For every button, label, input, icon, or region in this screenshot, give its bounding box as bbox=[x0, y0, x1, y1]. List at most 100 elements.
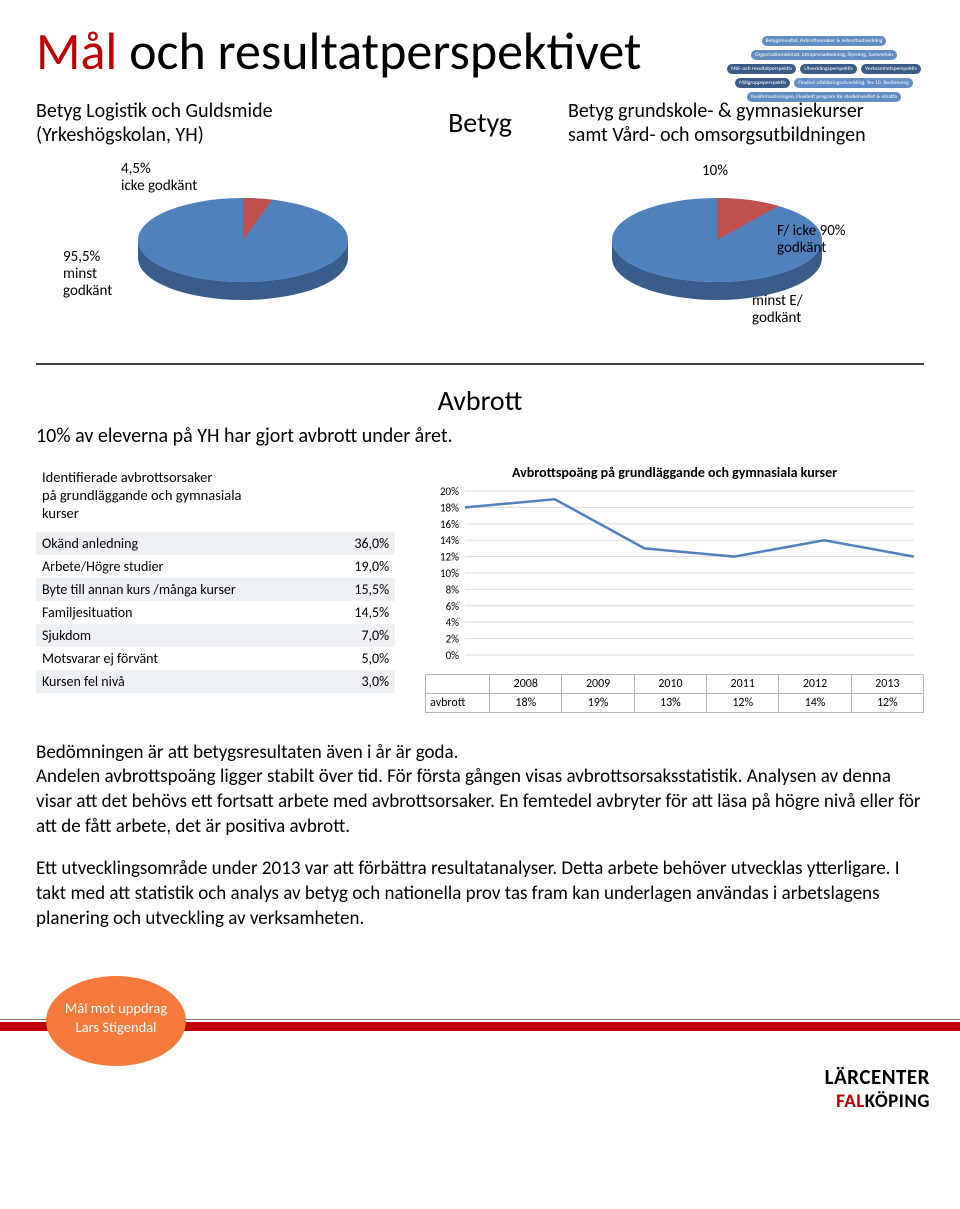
thumb-chip: Mål- och resultatperspektiv bbox=[727, 64, 796, 74]
svg-text:16%: 16% bbox=[440, 517, 459, 530]
cause-pct: 19,0% bbox=[325, 555, 395, 578]
table-row: Kursen fel nivå3,0% bbox=[36, 670, 395, 693]
betyg-right-line2: samt Vård- och omsorgsutbildningen bbox=[568, 123, 924, 147]
pie1-slice-label: 4,5% icke godkänt bbox=[121, 161, 197, 196]
chart-table-value: 18% bbox=[490, 693, 562, 712]
betyg-left-caption: Betyg Logistik och Guldsmide (Yrkeshögsk… bbox=[36, 99, 392, 147]
svg-text:10%: 10% bbox=[440, 567, 459, 580]
cause-pct: 36,0% bbox=[325, 532, 395, 555]
chart-table-value: 14% bbox=[779, 693, 851, 712]
table-row: Arbete/Högre studier19,0% bbox=[36, 555, 395, 578]
logo-block: LÄRCENTER FALKÖPING bbox=[825, 1064, 930, 1113]
table-row: Motsvarar ej förvänt5,0% bbox=[36, 647, 395, 670]
badge-text: Mål mot uppdrag Lars Stigendal bbox=[46, 999, 186, 1035]
chart-table-year: 2013 bbox=[851, 674, 923, 693]
avbrott-two-col: Identifierade avbrottsorsaker på grundlä… bbox=[36, 464, 924, 713]
paragraph-1: Bedömningen är att betygsresultaten även… bbox=[36, 741, 924, 840]
cause-label: Arbete/Högre studier bbox=[36, 555, 325, 578]
chart-table-value: 13% bbox=[634, 693, 706, 712]
logo-falkoping: FALKÖPING bbox=[825, 1090, 930, 1113]
logo-larcenter: LÄRCENTER bbox=[825, 1064, 930, 1090]
logo-black-part: KÖPING bbox=[865, 1090, 930, 1113]
badge-line2: Lars Stigendal bbox=[76, 1018, 157, 1036]
svg-text:14%: 14% bbox=[440, 534, 459, 547]
chart-table-corner bbox=[426, 674, 490, 693]
pie2-main-text2: godkänt bbox=[777, 239, 826, 257]
linechart-side: Avbrottspoäng på grundläggande och gymna… bbox=[425, 464, 924, 713]
pie1-main-label: 95,5% minst godkänt bbox=[63, 249, 112, 301]
chart-table-year: 2010 bbox=[634, 674, 706, 693]
cause-label: Motsvarar ej förvänt bbox=[36, 647, 325, 670]
causes-caption: Identifierade avbrottsorsaker på grundlä… bbox=[36, 464, 395, 526]
chart-table-value: 12% bbox=[707, 693, 779, 712]
pie1-main-text2: godkänt bbox=[63, 282, 112, 300]
linechart-title: Avbrottspoäng på grundläggande och gymna… bbox=[425, 464, 924, 481]
logo-red-part: FAL bbox=[836, 1090, 865, 1113]
svg-text:4%: 4% bbox=[446, 616, 460, 629]
causes-cap-l1: Identifierade avbrottsorsaker bbox=[42, 468, 212, 486]
table-row: Okänd anledning36,0% bbox=[36, 532, 395, 555]
cause-label: Kursen fel nivå bbox=[36, 670, 325, 693]
causes-cap-l3: kurser bbox=[42, 504, 79, 522]
cause-pct: 15,5% bbox=[325, 578, 395, 601]
pie2-slice-label: 10% bbox=[702, 163, 728, 180]
svg-text:8%: 8% bbox=[446, 583, 460, 596]
paragraph-2: Ett utvecklingsområde under 2013 var att… bbox=[36, 857, 924, 931]
pie2-main-label: F/ icke 90% godkänt bbox=[777, 223, 846, 258]
svg-text:2%: 2% bbox=[446, 632, 460, 645]
pie2-bottom-l1: minst E/ bbox=[752, 292, 803, 310]
svg-text:12%: 12% bbox=[440, 550, 459, 563]
chart-table-row-label: avbrott bbox=[426, 693, 490, 712]
svg-text:0%: 0% bbox=[446, 649, 460, 662]
header-row: Mål och resultatperspektivet Betygsresul… bbox=[36, 24, 924, 79]
cause-pct: 7,0% bbox=[325, 624, 395, 647]
svg-text:18%: 18% bbox=[440, 501, 459, 514]
cause-label: Okänd anledning bbox=[36, 532, 325, 555]
causes-table: Okänd anledning36,0%Arbete/Högre studier… bbox=[36, 532, 395, 693]
perspective-thumbnail: Betygsresultat, Avbrottsorsaker & avbrot… bbox=[724, 24, 924, 114]
cause-pct: 14,5% bbox=[325, 601, 395, 624]
thumb-chip: Målgruppsperspektiv bbox=[735, 78, 790, 88]
badge-line1: Mål mot uppdrag bbox=[65, 999, 167, 1017]
chart-table-value: 12% bbox=[851, 693, 923, 712]
betyg-left-line2: (Yrkeshögskolan, YH) bbox=[36, 123, 392, 147]
pie2-bottom-label: minst E/ godkänt bbox=[752, 293, 803, 328]
pie2-bottom-l2: godkänt bbox=[752, 309, 801, 327]
thumb-chip: Verksamhetsperspektiv bbox=[861, 64, 921, 74]
avbrott-heading: Avbrott bbox=[36, 383, 924, 418]
betyg-left-line1: Betyg Logistik och Guldsmide bbox=[36, 99, 392, 123]
linechart-data-table: 200820092010201120122013 avbrott18%19%13… bbox=[425, 674, 924, 713]
cause-label: Byte till annan kurs /många kurser bbox=[36, 578, 325, 601]
pie2-main-pct: 90% bbox=[820, 222, 846, 240]
causes-cap-l2: på grundläggande och gymnasiala bbox=[42, 486, 241, 504]
title-red: Mål bbox=[36, 19, 117, 83]
table-row: Familjesituation14,5% bbox=[36, 601, 395, 624]
pie1-slice-pct: 4,5% bbox=[121, 160, 151, 178]
table-row: Byte till annan kurs /många kurser15,5% bbox=[36, 578, 395, 601]
thumb-chip: Flexibel utbildningsutveckling, Yes 10, … bbox=[794, 78, 913, 88]
betyg-heading: Betyg bbox=[432, 105, 528, 140]
pie1-main-pct: 95,5% bbox=[63, 248, 100, 266]
svg-text:6%: 6% bbox=[446, 599, 460, 612]
avbrott-subheading: 10% av eleverna på YH har gjort avbrott … bbox=[36, 424, 924, 448]
pie-charts-row: 4,5% icke godkänt 95,5% minst godkänt 10… bbox=[36, 165, 924, 335]
cause-pct: 5,0% bbox=[325, 647, 395, 670]
cause-label: Sjukdom bbox=[36, 624, 325, 647]
table-row: Sjukdom7,0% bbox=[36, 624, 395, 647]
thumb-chip: Utvecklingsperspektiv bbox=[800, 64, 857, 74]
causes-table-side: Identifierade avbrottsorsaker på grundlä… bbox=[36, 464, 395, 713]
cause-pct: 3,0% bbox=[325, 670, 395, 693]
chart-table-value: 19% bbox=[562, 693, 634, 712]
orange-badge: Mål mot uppdrag Lars Stigendal bbox=[46, 971, 186, 1071]
pie-chart-1: 4,5% icke godkänt 95,5% minst godkänt bbox=[53, 165, 433, 335]
linechart-svg: 0%2%4%6%8%10%12%14%16%18%20% bbox=[425, 485, 924, 665]
page-title: Mål och resultatperspektivet bbox=[36, 24, 676, 79]
pie1-main-text1: minst bbox=[63, 265, 97, 283]
chart-table-year: 2011 bbox=[707, 674, 779, 693]
pie1-slice-text: icke godkänt bbox=[121, 177, 197, 195]
pie2-main-text1: F/ icke bbox=[777, 222, 816, 240]
thumb-chip: Organisationsklimat, Intraprenadledning,… bbox=[751, 50, 897, 60]
pie1-svg bbox=[128, 185, 358, 325]
chart-table-year: 2012 bbox=[779, 674, 851, 693]
cause-label: Familjesituation bbox=[36, 601, 325, 624]
